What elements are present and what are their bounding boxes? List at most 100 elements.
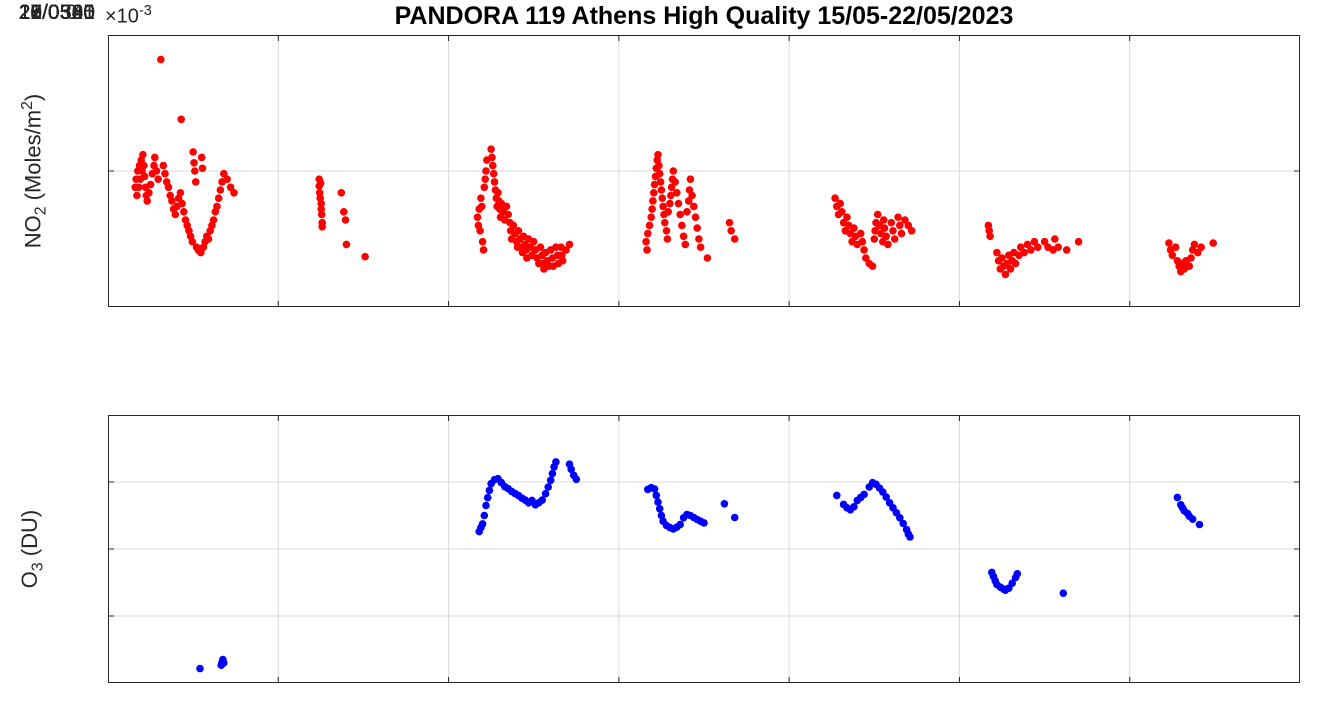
data-point <box>831 194 839 202</box>
data-point <box>901 216 909 224</box>
data-point <box>177 115 185 124</box>
data-point <box>198 164 207 173</box>
x-tick-label: 20/05 <box>18 1 72 24</box>
data-point <box>669 167 678 175</box>
data-point <box>998 254 1006 262</box>
data-point <box>871 227 879 235</box>
data-point <box>191 167 199 175</box>
data-point <box>879 216 888 224</box>
data-point <box>1051 235 1059 243</box>
x-tick-label: 19/05 <box>18 1 72 24</box>
data-point <box>889 227 897 235</box>
data-point <box>226 183 235 192</box>
data-point <box>690 202 698 211</box>
data-point <box>171 210 180 219</box>
data-point <box>691 213 700 221</box>
data-point <box>727 227 735 235</box>
o3-scatter-plot-area <box>108 415 1300 683</box>
x-tick-label: 19/05 <box>18 1 72 24</box>
data-point <box>695 235 703 243</box>
data-point <box>676 210 684 219</box>
data-point <box>1013 570 1022 578</box>
data-point <box>317 199 325 208</box>
data-point <box>688 191 696 200</box>
data-point <box>481 175 490 183</box>
data-point <box>514 227 523 235</box>
data-point <box>1173 493 1182 502</box>
data-point <box>337 189 346 197</box>
data-point <box>1008 579 1016 587</box>
data-point <box>341 216 350 224</box>
data-point <box>650 180 659 189</box>
data-point <box>882 232 890 241</box>
data-point <box>318 223 326 231</box>
data-point <box>671 178 679 186</box>
data-point <box>209 216 218 224</box>
x-tick-label: 22/05 <box>18 1 72 24</box>
data-point <box>502 202 511 211</box>
data-point <box>678 221 686 230</box>
data-point <box>681 240 690 249</box>
data-point <box>679 232 688 241</box>
data-point <box>164 183 173 192</box>
data-point <box>703 254 712 262</box>
data-point <box>1006 265 1015 273</box>
data-point <box>1185 262 1194 270</box>
data-point <box>838 208 846 216</box>
data-point <box>659 202 667 211</box>
data-point <box>544 483 552 491</box>
data-point <box>197 153 206 162</box>
data-point <box>647 213 655 221</box>
data-point <box>477 194 485 202</box>
x-tick-label: 18/05 <box>18 1 72 24</box>
data-point <box>476 227 484 235</box>
data-point <box>490 178 499 186</box>
data-point <box>887 218 896 227</box>
data-point <box>482 167 490 175</box>
data-point <box>693 224 701 232</box>
data-point <box>650 189 658 197</box>
x-tick-label: 17/05 <box>18 1 72 24</box>
data-point <box>140 161 148 170</box>
no2-total-column-points <box>131 55 1217 279</box>
data-point <box>196 664 204 673</box>
data-point <box>157 55 165 64</box>
x-tick-label: 16/05 <box>18 1 72 24</box>
data-point <box>143 197 151 205</box>
data-point <box>478 237 487 246</box>
data-point <box>487 145 495 153</box>
data-point <box>860 246 868 254</box>
data-point <box>152 167 161 175</box>
data-point <box>485 486 494 495</box>
data-point <box>657 186 666 194</box>
data-point <box>673 189 681 197</box>
figure-title: PANDORA 119 Athens High Quality 15/05-22… <box>394 2 1014 30</box>
data-point <box>1171 243 1180 251</box>
data-point <box>151 153 159 162</box>
data-point <box>850 503 858 511</box>
data-point <box>843 213 851 221</box>
label-text-run: 2 <box>32 206 50 216</box>
data-point <box>562 246 570 254</box>
data-point <box>664 208 672 216</box>
data-point <box>658 194 667 202</box>
data-point <box>1195 520 1204 529</box>
data-point <box>652 491 661 500</box>
data-point <box>342 240 351 249</box>
x-tick-label: 21/05 <box>18 1 72 24</box>
data-point <box>204 235 213 243</box>
data-point <box>1011 259 1020 268</box>
data-point <box>1054 243 1062 251</box>
data-point <box>1030 237 1039 246</box>
data-point <box>836 199 844 208</box>
data-point <box>565 240 574 249</box>
data-point <box>683 208 691 216</box>
data-point <box>884 240 892 249</box>
y-tick-label: 0.5 <box>65 1 95 24</box>
o3-y-axis-label: O3 (DU) <box>16 399 46 699</box>
data-point <box>316 179 325 187</box>
data-point <box>654 150 662 159</box>
label-text-run: 2 <box>19 101 36 110</box>
data-point <box>479 246 488 254</box>
